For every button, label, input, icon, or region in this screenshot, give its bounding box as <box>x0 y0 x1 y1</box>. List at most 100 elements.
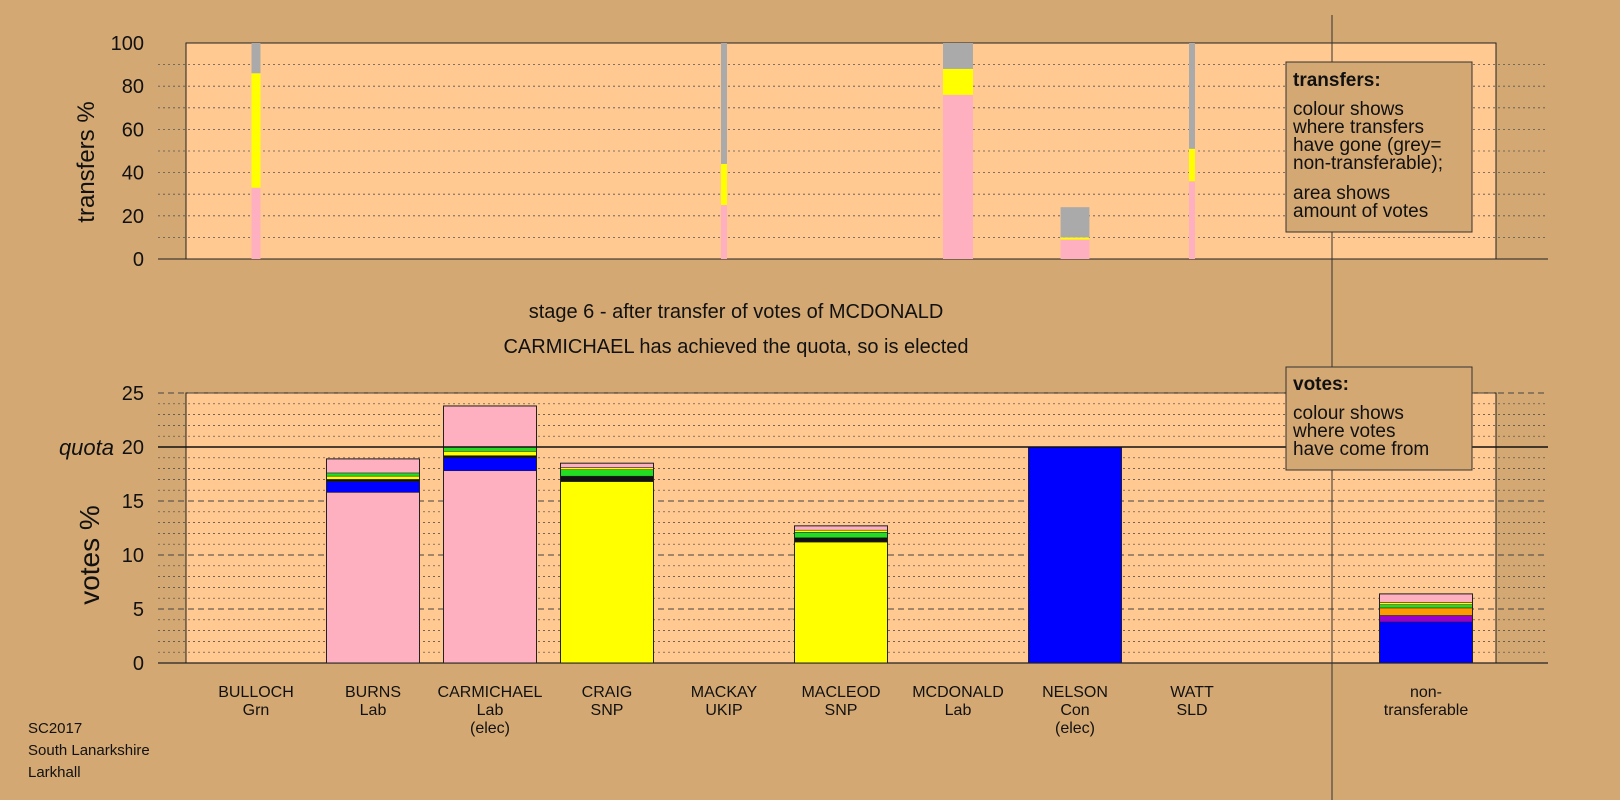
vote-bar-outline <box>560 462 654 664</box>
vote-segment <box>1379 602 1473 605</box>
vote-segment <box>1379 593 1473 603</box>
vote-segment <box>560 469 654 477</box>
transfer-segment <box>943 94 973 259</box>
votes-y-tick-label: 15 <box>122 491 144 513</box>
votes-y-ticks: 0 5 10 15 20 25 <box>122 383 144 675</box>
vote-segment <box>1379 604 1473 609</box>
votes-legend-box <box>1285 366 1473 471</box>
candidate-label: CARMICHAEL <box>438 684 543 701</box>
transfers-gridlines <box>158 64 1548 260</box>
transfers-legend-line: where transfers <box>1292 117 1424 138</box>
votes-y-tick-label: 25 <box>122 383 144 405</box>
vote-segment <box>443 457 537 472</box>
transfers-legend-line: area shows <box>1293 183 1390 204</box>
vote-segment <box>560 481 654 664</box>
candidate-label: BULLOCH <box>218 684 294 701</box>
votes-y-tick-label: 5 <box>133 599 144 621</box>
transfers-legend: transfers: colour shows where transfers … <box>1285 61 1473 233</box>
vote-segment <box>443 451 537 456</box>
candidate-label: SLD <box>1176 702 1207 719</box>
transfers-y-tick-label: 0 <box>133 249 144 271</box>
transfers-legend-line: amount of votes <box>1293 201 1428 222</box>
vote-bar-outline <box>443 405 537 664</box>
candidate-label: Con <box>1060 702 1089 719</box>
transfers-chart: 0 20 40 60 80 100 transfers % <box>73 33 1548 271</box>
candidate-label: MCDONALD <box>912 684 1004 701</box>
votes-legend: votes: colour shows where votes have com… <box>1285 366 1473 471</box>
votes-legend-title: votes: <box>1293 374 1349 395</box>
candidate-label: SNP <box>825 702 858 719</box>
transfers-legend-line: have gone (grey= <box>1293 135 1441 156</box>
transfer-segment <box>1060 207 1090 238</box>
votes-y-tick-label: 0 <box>133 653 144 675</box>
vote-segment <box>326 472 420 477</box>
vote-segment <box>560 475 654 482</box>
vote-bar-outline <box>794 525 888 664</box>
transfer-segment <box>1189 148 1195 182</box>
vote-segment <box>794 529 888 533</box>
transfers-y-ticks: 0 20 40 60 80 100 <box>111 33 144 271</box>
transfers-y-tick-label: 60 <box>122 119 144 141</box>
vote-segment <box>326 492 420 664</box>
candidate-label: UKIP <box>705 702 742 719</box>
votes-y-tick-label: 20 <box>122 437 144 459</box>
transfers-y-tick-label: 20 <box>122 206 144 228</box>
candidate-label: WATT <box>1170 684 1214 701</box>
candidate-label: BURNS <box>345 684 401 701</box>
transfer-segment <box>943 43 973 69</box>
transfers-legend-title: transfers: <box>1293 70 1381 91</box>
transfer-segment <box>251 187 261 259</box>
votes-legend-line: colour shows <box>1293 403 1404 424</box>
votes-legend-line: have come from <box>1293 439 1429 460</box>
vote-bar-outline <box>1379 593 1473 664</box>
transfer-segment <box>1060 237 1090 240</box>
vote-segment <box>560 467 654 470</box>
candidate-label: Lab <box>945 702 972 719</box>
quota-label: quota <box>59 435 114 460</box>
nontransferable-label: non- <box>1410 684 1442 701</box>
candidate-label: (elec) <box>470 720 510 737</box>
vote-segment <box>560 462 654 468</box>
transfer-segment <box>943 68 973 95</box>
transfer-segment <box>251 43 261 74</box>
vote-segment <box>326 458 420 474</box>
transfer-segment <box>721 163 727 205</box>
stage-subtitle: CARMICHAEL has achieved the quota, so is… <box>503 336 968 358</box>
candidate-label: CRAIG <box>582 684 633 701</box>
candidate-label: MACKAY <box>691 684 758 701</box>
votes-y-axis-label: votes % <box>74 505 105 605</box>
transfers-legend-line: colour shows <box>1293 99 1404 120</box>
vote-segment <box>443 470 537 664</box>
vote-segment <box>443 455 537 459</box>
vote-segment <box>794 532 888 538</box>
transfers-legend-line: non-transferable); <box>1293 153 1443 174</box>
footer-ward: Larkhall <box>28 764 81 781</box>
vote-segment <box>443 405 537 448</box>
stage-title: stage 6 - after transfer of votes of MCD… <box>529 301 944 323</box>
transfers-y-tick-label: 80 <box>122 76 144 98</box>
transfer-segment <box>721 43 727 164</box>
candidate-labels: BULLOCHGrnBURNSLabCARMICHAELLab(elec)CRA… <box>218 684 1468 737</box>
candidate-label: Grn <box>243 702 270 719</box>
vote-segment <box>326 479 420 482</box>
vote-segment <box>326 475 420 480</box>
vote-segment <box>794 541 888 664</box>
vote-segment <box>794 537 888 543</box>
vote-segment <box>1379 615 1473 623</box>
footer-council: South Lanarkshire <box>28 742 150 759</box>
transfers-bars <box>251 43 1195 259</box>
vote-segment <box>1379 621 1473 664</box>
candidate-label: (elec) <box>1055 720 1095 737</box>
nontransferable-label: transferable <box>1384 702 1469 719</box>
candidate-label: NELSON <box>1042 684 1108 701</box>
vote-segment <box>326 481 420 493</box>
transfer-segment <box>251 73 261 188</box>
footer-election: SC2017 <box>28 720 82 737</box>
candidate-label: MACLEOD <box>801 684 880 701</box>
transfer-segment <box>721 205 727 259</box>
transfer-segment <box>1189 43 1195 149</box>
vote-segment <box>1379 607 1473 616</box>
transfer-segment <box>1189 181 1195 259</box>
votes-y-tick-label: 10 <box>122 545 144 567</box>
